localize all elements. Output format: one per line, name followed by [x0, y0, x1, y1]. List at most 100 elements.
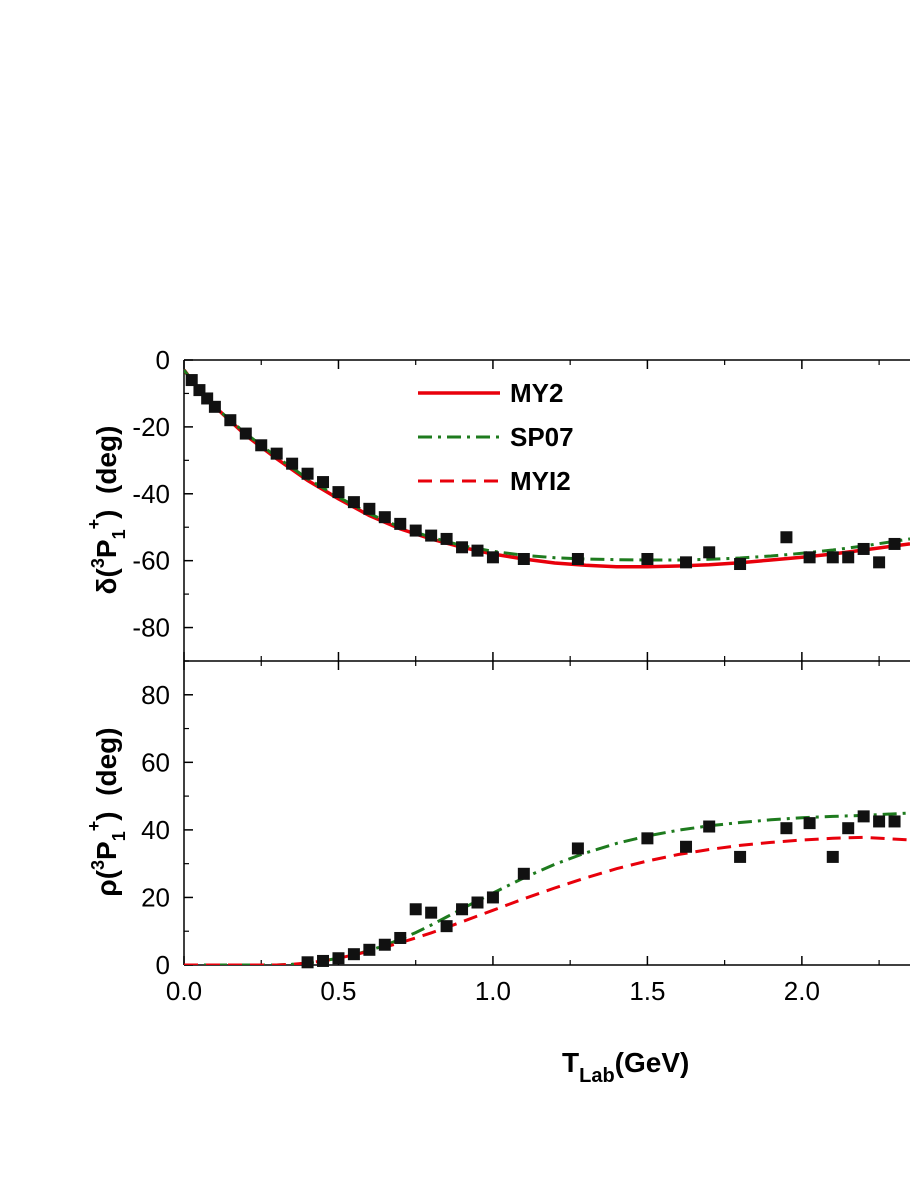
bottom-y-tick-label: 0: [156, 950, 170, 980]
bottom-y-tick-label: 80: [141, 680, 170, 710]
top-ylabel-letter: P: [91, 539, 122, 558]
bottom-data-point: [803, 817, 816, 830]
top-data-point: [317, 476, 330, 489]
bottom-data-point: [888, 815, 901, 828]
xlabel-sub: Lab: [579, 1065, 615, 1087]
bottom-data-point: [641, 832, 654, 845]
bottom-data-point: [332, 952, 345, 965]
top-data-point: [286, 457, 299, 470]
legend-label-myi2: MYI2: [510, 466, 571, 496]
bottom-data-point: [456, 903, 469, 916]
bottom-data-point: [347, 948, 360, 961]
bottom-data-point: [703, 820, 716, 833]
bottom-data-point: [409, 903, 422, 916]
bottom-data-point: [301, 956, 314, 969]
bottom-y-axis-title: ρ(3P1 +) (deg): [84, 727, 129, 896]
top-data-point: [703, 546, 716, 559]
top-data-point: [826, 551, 839, 564]
top-y-tick-label: -40: [132, 479, 170, 509]
top-data-point: [857, 542, 870, 555]
bottom-series-sp07-line: [184, 811, 910, 965]
top-y-tick-label: -60: [132, 546, 170, 576]
top-data-point: [803, 551, 816, 564]
bottom-ylabel-close: ): [91, 811, 122, 820]
bottom-data-point: [440, 920, 453, 933]
top-data-point: [394, 517, 407, 530]
top-data-point: [780, 531, 793, 544]
legend: MY2 SP07 MYI2: [418, 378, 574, 496]
top-data-point: [456, 541, 469, 554]
bottom-data-point: [517, 867, 530, 880]
top-data-point: [842, 551, 855, 564]
top-data-point: [301, 467, 314, 480]
top-data-point: [734, 558, 747, 571]
x-tick-label: 0.5: [320, 976, 356, 1006]
bottom-ylabel-main: ρ(: [91, 869, 122, 896]
top-data-point: [409, 524, 422, 537]
top-data-point: [185, 374, 198, 387]
bottom-data-point: [486, 891, 499, 904]
top-data-point: [255, 439, 268, 452]
x-tick-label: 1.0: [475, 976, 511, 1006]
top-ylabel-unit: (deg): [91, 426, 122, 510]
top-y-axis-title: δ(3P1 +) (deg): [84, 426, 129, 595]
top-data-point: [378, 511, 391, 524]
top-data-point: [873, 556, 886, 569]
x-tick-label: 2.0: [784, 976, 820, 1006]
bottom-ylabel-sup: 3: [88, 860, 108, 870]
bottom-data-point: [317, 954, 330, 967]
bottom-data-point: [363, 943, 376, 956]
top-y-tick-label: 0: [156, 345, 170, 375]
legend-label-my2: MY2: [510, 378, 563, 408]
top-data-point: [224, 414, 237, 427]
bottom-y-tick-label: 60: [141, 747, 170, 777]
top-data-point: [680, 556, 693, 569]
top-data-point: [208, 400, 221, 413]
top-y-tick-label: -80: [132, 613, 170, 643]
bottom-data-point: [857, 810, 870, 823]
top-data-point: [571, 552, 584, 565]
top-ylabel-sub: 1: [109, 529, 129, 539]
bottom-data-point: [425, 906, 438, 919]
bottom-series-myi2-line: [184, 835, 910, 965]
x-axis-title: TLab(GeV): [562, 1047, 689, 1087]
top-data-point: [332, 486, 345, 499]
top-data-point: [486, 551, 499, 564]
bottom-data-point: [378, 938, 391, 951]
top-data-point: [425, 529, 438, 542]
x-tick-label: 1.5: [629, 976, 665, 1006]
top-ylabel-main: δ(: [91, 567, 122, 594]
bottom-data-point: [571, 842, 584, 855]
xlabel-rest: (GeV): [615, 1047, 690, 1078]
top-data-point: [239, 427, 252, 440]
top-data-point: [641, 552, 654, 565]
bottom-data-point: [842, 822, 855, 835]
top-ylabel-sup2: +: [84, 519, 104, 530]
bottom-ylabel-unit: (deg): [91, 727, 122, 811]
bottom-y-tick-label: 20: [141, 882, 170, 912]
bottom-data-point: [780, 822, 793, 835]
bottom-data-point: [826, 850, 839, 863]
top-data-point: [888, 537, 901, 550]
bottom-data-point: [680, 840, 693, 853]
bottom-data-point: [873, 815, 886, 828]
top-data-point: [471, 544, 484, 557]
x-tick-label: 0.0: [166, 976, 202, 1006]
top-data-point: [347, 496, 360, 509]
top-data-point: [440, 532, 453, 545]
top-ylabel-close: ): [91, 510, 122, 519]
bottom-data-point: [394, 931, 407, 944]
bottom-data-point: [734, 850, 747, 863]
bottom-ylabel-letter: P: [91, 841, 122, 860]
top-data-point: [363, 502, 376, 515]
xlabel-main: T: [562, 1047, 579, 1078]
top-ylabel-sup: 3: [88, 558, 108, 568]
bottom-ylabel-sup2: +: [84, 821, 104, 832]
top-data-point: [270, 447, 283, 460]
bottom-ylabel-sub: 1: [109, 831, 129, 841]
legend-label-sp07: SP07: [510, 422, 574, 452]
top-y-tick-label: -20: [132, 412, 170, 442]
bottom-data-point: [471, 896, 484, 909]
top-data-point: [517, 552, 530, 565]
